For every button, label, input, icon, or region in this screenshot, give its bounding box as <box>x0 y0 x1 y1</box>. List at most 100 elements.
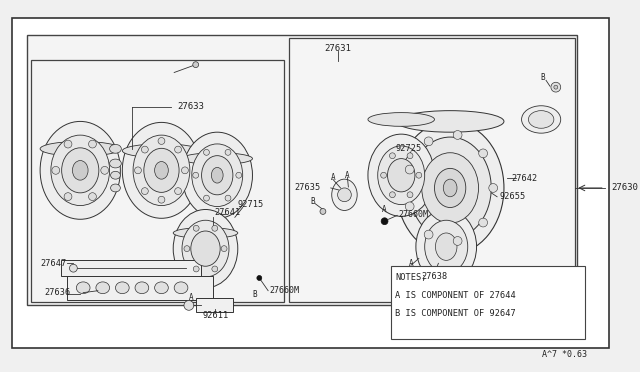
Text: 27660M: 27660M <box>269 286 299 295</box>
Circle shape <box>424 230 433 239</box>
Circle shape <box>390 153 396 159</box>
Text: A: A <box>409 259 413 268</box>
Text: 27642: 27642 <box>511 174 538 183</box>
Ellipse shape <box>135 282 148 294</box>
Circle shape <box>184 301 194 310</box>
Polygon shape <box>289 38 575 302</box>
Ellipse shape <box>387 158 415 192</box>
Ellipse shape <box>182 220 229 277</box>
Ellipse shape <box>422 153 479 223</box>
Circle shape <box>64 193 72 201</box>
Ellipse shape <box>173 209 238 288</box>
Ellipse shape <box>96 282 109 294</box>
Circle shape <box>193 266 199 272</box>
Text: A: A <box>330 173 335 182</box>
Text: 27647: 27647 <box>40 259 67 268</box>
Ellipse shape <box>122 122 200 218</box>
Ellipse shape <box>61 148 99 193</box>
Ellipse shape <box>155 161 168 179</box>
Text: A: A <box>345 171 349 180</box>
Circle shape <box>175 188 182 195</box>
Circle shape <box>212 266 218 272</box>
Ellipse shape <box>133 135 190 206</box>
Polygon shape <box>31 60 284 302</box>
Text: 92655: 92655 <box>499 192 525 201</box>
Ellipse shape <box>425 220 468 273</box>
Ellipse shape <box>109 144 122 153</box>
Ellipse shape <box>409 137 492 239</box>
Circle shape <box>158 196 165 203</box>
Circle shape <box>407 153 413 159</box>
Circle shape <box>381 218 388 225</box>
Ellipse shape <box>144 148 179 192</box>
Ellipse shape <box>51 135 109 206</box>
Circle shape <box>64 140 72 148</box>
Circle shape <box>212 225 218 231</box>
Text: 27660M: 27660M <box>398 210 428 219</box>
Circle shape <box>193 172 198 178</box>
Circle shape <box>479 218 488 227</box>
Circle shape <box>554 85 558 89</box>
Circle shape <box>193 62 198 68</box>
Circle shape <box>184 246 190 251</box>
Text: 92715: 92715 <box>237 200 264 209</box>
Ellipse shape <box>111 184 120 192</box>
Text: A IS COMPONENT OF 27644: A IS COMPONENT OF 27644 <box>396 291 516 300</box>
Text: 27631: 27631 <box>324 44 351 52</box>
Ellipse shape <box>76 282 90 294</box>
Circle shape <box>204 195 209 201</box>
Text: A: A <box>189 293 193 302</box>
Circle shape <box>225 195 231 201</box>
Text: B: B <box>541 73 545 82</box>
Circle shape <box>134 167 141 174</box>
Ellipse shape <box>174 282 188 294</box>
Circle shape <box>424 137 433 146</box>
Text: 27638: 27638 <box>421 272 447 280</box>
Ellipse shape <box>396 110 504 132</box>
Text: B: B <box>311 197 316 206</box>
Circle shape <box>405 165 414 174</box>
Circle shape <box>88 140 97 148</box>
Text: NOTES;: NOTES; <box>396 273 427 282</box>
Ellipse shape <box>368 113 435 126</box>
Bar <box>392 266 585 339</box>
Circle shape <box>88 193 97 201</box>
Ellipse shape <box>111 171 120 179</box>
Ellipse shape <box>40 141 120 156</box>
Circle shape <box>551 82 561 92</box>
Ellipse shape <box>40 121 120 219</box>
Bar <box>61 260 200 276</box>
Ellipse shape <box>211 167 223 183</box>
Ellipse shape <box>182 153 252 164</box>
Text: 92725: 92725 <box>396 144 422 153</box>
Circle shape <box>193 225 199 231</box>
Ellipse shape <box>173 228 238 238</box>
Circle shape <box>407 192 413 198</box>
Ellipse shape <box>368 134 435 217</box>
Circle shape <box>141 188 148 195</box>
Circle shape <box>338 188 351 202</box>
Ellipse shape <box>332 179 357 211</box>
Ellipse shape <box>122 144 200 158</box>
Text: B IS COMPONENT OF 92647: B IS COMPONENT OF 92647 <box>396 309 516 318</box>
Ellipse shape <box>182 132 252 218</box>
Circle shape <box>221 246 227 251</box>
Ellipse shape <box>72 161 88 180</box>
Ellipse shape <box>155 282 168 294</box>
Circle shape <box>453 131 462 140</box>
Circle shape <box>320 209 326 214</box>
Ellipse shape <box>115 282 129 294</box>
Ellipse shape <box>396 121 504 254</box>
Text: 27636: 27636 <box>44 288 70 297</box>
Circle shape <box>453 237 462 246</box>
Ellipse shape <box>529 110 554 128</box>
Circle shape <box>390 192 396 198</box>
Bar <box>67 276 213 299</box>
Ellipse shape <box>191 231 220 266</box>
Circle shape <box>381 172 387 178</box>
Circle shape <box>225 150 231 155</box>
Text: 27630: 27630 <box>612 183 639 192</box>
Ellipse shape <box>522 106 561 133</box>
Text: A^7 *0.63: A^7 *0.63 <box>542 350 587 359</box>
Circle shape <box>204 150 209 155</box>
